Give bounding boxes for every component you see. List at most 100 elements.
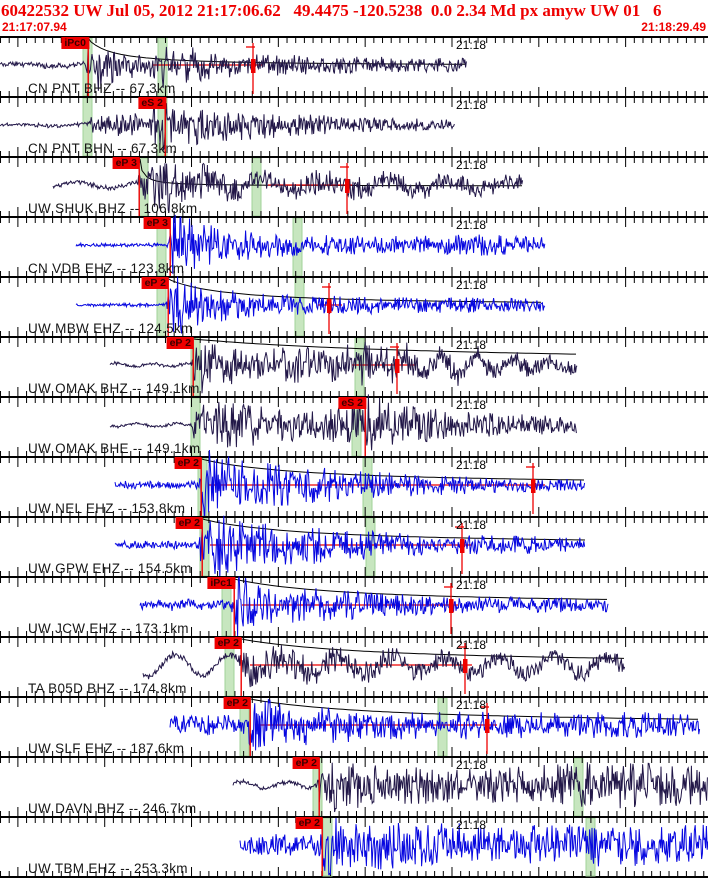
minute-time-label: 21:18 <box>456 638 487 652</box>
seismogram-waveform[interactable] <box>169 699 701 751</box>
seismogram-waveform[interactable] <box>114 449 586 523</box>
coda-end-handle[interactable] <box>345 179 350 193</box>
phase-pick-flag[interactable]: eP 2 <box>292 757 320 769</box>
coda-decay-curve <box>193 338 576 355</box>
arrival-window-band <box>251 157 262 217</box>
phase-pick-flag[interactable]: eP 2 <box>174 457 202 469</box>
seismogram-waveform[interactable] <box>109 394 577 451</box>
seismogram-waveform[interactable] <box>239 817 708 876</box>
seismogram-waveform[interactable] <box>139 576 609 637</box>
trace-canvas <box>0 96 708 157</box>
trace-canvas <box>0 756 708 817</box>
minute-time-label: 21:18 <box>456 818 487 832</box>
panel-border <box>0 276 708 278</box>
phase-pick-flag[interactable]: eP 2 <box>166 337 194 349</box>
seismogram-waveform[interactable] <box>114 515 586 581</box>
coda-decay-curve <box>202 518 586 541</box>
phase-pick-flag[interactable]: iPc1 <box>207 577 235 589</box>
phase-pick-flag[interactable]: eS 2 <box>138 97 166 109</box>
trace-panel-cn-pnt-bhn[interactable]: eS 2 21:18 CN PNT BHN -- 67.3km <box>0 96 708 157</box>
phase-pick-line[interactable] <box>164 98 166 156</box>
phase-pick-line[interactable] <box>201 518 203 576</box>
seismogram-waveform[interactable] <box>75 214 546 274</box>
panel-border <box>0 216 708 218</box>
coda-end-handle[interactable] <box>463 659 468 673</box>
phase-pick-line[interactable] <box>321 818 323 876</box>
phase-pick-line[interactable] <box>233 578 235 636</box>
trace-panel-uw-davn-bhz[interactable]: eP 2 21:18 UW DAVN BHZ -- 246.7km <box>0 756 708 817</box>
phase-pick-flag[interactable]: eP 3 <box>143 217 171 229</box>
panel-border <box>0 576 708 578</box>
seismogram-waveform[interactable] <box>142 645 626 688</box>
coda-decay-curve <box>201 458 585 481</box>
phase-pick-flag[interactable]: eP 2 <box>214 637 242 649</box>
event-header: 60422532 UW Jul 05, 2012 21:17:06.62 49.… <box>0 0 708 36</box>
panel-border <box>0 516 708 518</box>
trace-canvas <box>0 36 708 97</box>
minute-time-label: 21:18 <box>456 578 487 592</box>
station-channel-label: UW GPW EHZ -- 154.5km <box>28 561 192 576</box>
panel-border <box>0 696 708 698</box>
phase-pick-flag[interactable]: eS 2 <box>338 397 366 409</box>
trace-panel-uw-tbm-ehz[interactable]: eP 2 21:18 UW TBM EHZ -- 253.3km <box>0 816 708 877</box>
trace-panel-uw-omak-bhz[interactable]: eP 2 21:18 UW OMAK BHZ -- 149.1km <box>0 336 708 397</box>
coda-end-handle[interactable] <box>460 539 465 553</box>
coda-end-handle[interactable] <box>531 479 536 493</box>
panel-border <box>0 756 708 758</box>
seismogram-waveform[interactable] <box>75 276 546 334</box>
coda-decay-curve <box>88 38 466 65</box>
minute-time-label: 21:18 <box>456 338 487 352</box>
phase-pick-flag[interactable]: eP 2 <box>175 517 203 529</box>
coda-end-handle[interactable] <box>395 359 400 373</box>
phase-pick-line[interactable] <box>249 698 251 756</box>
phase-pick-flag[interactable]: eP 2 <box>141 277 169 289</box>
phase-pick-line[interactable] <box>169 218 171 276</box>
trace-panel-cn-pnt-bhz[interactable]: iPc0 21:18 CN PNT BHZ -- 67.3km <box>0 36 708 97</box>
trace-canvas <box>0 214 708 277</box>
phase-pick-line[interactable] <box>167 278 169 336</box>
coda-end-handle[interactable] <box>449 599 454 613</box>
trace-panel-ta-b05d-bhz[interactable]: eP 2 21:18 TA B05D BHZ -- 174.8km <box>0 636 708 697</box>
panel-border <box>0 156 708 158</box>
seismogram-waveform[interactable] <box>232 762 708 813</box>
phase-pick-flag[interactable]: eP 2 <box>295 817 323 829</box>
coda-end-handle[interactable] <box>485 719 490 733</box>
phase-pick-flag[interactable]: eP 3 <box>112 157 140 169</box>
trace-canvas <box>0 276 708 337</box>
phase-pick-flag[interactable]: eP 2 <box>223 697 251 709</box>
phase-pick-line[interactable] <box>240 638 242 696</box>
phase-pick-flag[interactable]: iPc0 <box>61 37 89 49</box>
coda-end-handle[interactable] <box>251 59 256 73</box>
event-summary-line: 60422532 UW Jul 05, 2012 21:17:06.62 49.… <box>1 1 662 20</box>
seismogram-waveform[interactable] <box>109 341 578 394</box>
time-window-row: 21:17:07.94 21:18:29.49 <box>0 21 708 34</box>
phase-pick-line[interactable] <box>200 458 202 516</box>
coda-end-handle[interactable] <box>327 299 332 313</box>
trace-panel-uw-gpw-ehz[interactable]: eP 2 21:18 UW GPW EHZ -- 154.5km <box>0 515 708 581</box>
window-start-time: 21:17:07.94 <box>2 20 67 34</box>
trace-panel-uw-omak-bhe[interactable]: eS 2 21:18 UW OMAK BHE -- 149.1km <box>0 394 708 457</box>
panel-border <box>0 636 708 638</box>
trace-panel-uw-nel-ehz[interactable]: eP 2 21:18 UW NEL EHZ -- 153.8km <box>0 449 708 523</box>
phase-pick-line[interactable] <box>192 338 194 396</box>
station-channel-label: CN PNT BHZ -- 67.3km <box>28 81 176 96</box>
station-channel-label: UW MBW EHZ -- 124.5km <box>28 321 193 336</box>
phase-pick-line[interactable] <box>138 158 140 216</box>
waveform-panel-stack: iPc0 21:18 CN PNT BHZ -- 67.3km eS 2 21:18 CN… <box>0 36 708 878</box>
trace-panel-uw-mbw-ehz[interactable]: eP 2 21:18 UW MBW EHZ -- 124.5km <box>0 276 708 337</box>
station-channel-label: UW TBM EHZ -- 253.3km <box>28 861 188 876</box>
station-channel-label: CN VDB EHZ -- 123.8km <box>28 261 185 276</box>
trace-panel-uw-jcw-ehz[interactable]: iPc1 21:18 UW JCW EHZ -- 173.1km <box>0 576 708 637</box>
phase-pick-line[interactable] <box>87 38 89 96</box>
trace-panel-uw-slf-ehz[interactable]: eP 2 21:18 UW SLF EHZ -- 187.6km <box>0 696 708 757</box>
trace-canvas <box>0 156 708 217</box>
phase-pick-line[interactable] <box>318 758 320 816</box>
minute-time-label: 21:18 <box>456 758 487 772</box>
seismogram-waveform[interactable] <box>52 162 524 213</box>
panel-border <box>0 456 708 458</box>
phase-pick-line[interactable] <box>364 398 366 456</box>
trace-panel-cn-vdb-ehz[interactable]: eP 3 21:18 CN VDB EHZ -- 123.8km <box>0 214 708 277</box>
seismogram-waveform[interactable] <box>0 46 467 91</box>
trace-panel-uw-shuk-bhz[interactable]: eP 3 21:18 UW SHUK BHZ -- 106.8km <box>0 156 708 217</box>
seismogram-waveform[interactable] <box>0 103 455 153</box>
